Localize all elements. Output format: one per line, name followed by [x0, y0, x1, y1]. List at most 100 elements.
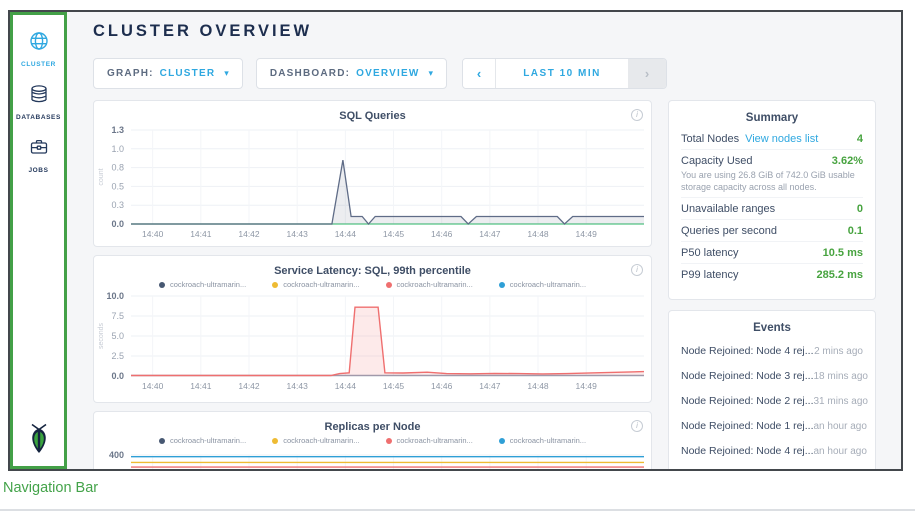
svg-text:seconds: seconds	[98, 322, 105, 349]
summary-label: P99 latency	[681, 269, 738, 281]
replicas-per-node-chart-card: Replicas per Node i cockroach-ultramarin…	[93, 411, 652, 471]
svg-text:14:49: 14:49	[576, 381, 598, 391]
summary-row: Total Nodes View nodes list 4	[681, 128, 863, 149]
dashboard-dropdown-value: OVERVIEW	[356, 68, 419, 79]
time-prev-button[interactable]: ‹	[463, 59, 496, 88]
legend-item[interactable]: cockroach-ultramarin...	[499, 280, 586, 289]
legend-dot-icon	[272, 282, 278, 288]
legend-dot-icon	[272, 438, 278, 444]
summary-value: 0	[857, 203, 863, 215]
legend-label: cockroach-ultramarin...	[170, 280, 246, 289]
info-icon[interactable]: i	[631, 264, 643, 276]
briefcase-icon	[28, 136, 50, 158]
events-title: Events	[669, 311, 875, 338]
legend-dot-icon	[159, 282, 165, 288]
summary-title: Summary	[669, 101, 875, 128]
summary-row: P99 latency 285.2 ms	[681, 263, 863, 285]
graph-dropdown[interactable]: GRAPH: CLUSTER ▾	[93, 58, 243, 89]
event-text: Node Rejoined: Node 2 rej...	[681, 395, 814, 407]
page-title: CLUSTER OVERVIEW	[93, 22, 312, 41]
event-text: Node Rejoined: Node 3 rej...	[681, 370, 814, 382]
time-next-button[interactable]: ›	[628, 59, 666, 88]
navigation-bar: CLUSTER DATABASES JOBS	[10, 12, 67, 469]
svg-text:14:45: 14:45	[383, 229, 405, 239]
summary-value: 285.2 ms	[817, 269, 863, 281]
legend-label: cockroach-ultramarin...	[510, 280, 586, 289]
app-window: CLUSTER DATABASES JOBS	[8, 10, 903, 471]
chevron-down-icon: ▾	[224, 68, 229, 79]
summary-rows: Total Nodes View nodes list 4 Capacity Used…	[669, 128, 875, 285]
chevron-down-icon: ▾	[428, 68, 433, 79]
event-row[interactable]: Node Rejoined: Node 1 rej...an hour ago	[681, 413, 863, 438]
summary-row: Queries per second0.1	[681, 219, 863, 241]
dashboard-dropdown[interactable]: DASHBOARD: OVERVIEW ▾	[256, 58, 447, 89]
event-time: an hour ago	[814, 446, 867, 457]
legend-item[interactable]: cockroach-ultramarin...	[159, 280, 246, 289]
globe-icon	[28, 30, 50, 52]
event-row[interactable]: Node Rejoined: Node 4 rej...2 mins ago	[681, 338, 863, 363]
time-range-label[interactable]: LAST 10 MIN	[496, 59, 628, 88]
sidebar-item-label: CLUSTER	[13, 61, 64, 68]
summary-label: Total Nodes	[681, 133, 739, 145]
legend-item[interactable]: cockroach-ultramarin...	[499, 436, 586, 445]
sidebar-item-jobs[interactable]: JOBS	[13, 136, 64, 174]
event-time: 2 mins ago	[814, 346, 863, 357]
svg-text:0.3: 0.3	[111, 200, 124, 210]
legend-dot-icon	[499, 282, 505, 288]
cockroachdb-logo-icon[interactable]	[25, 423, 53, 460]
svg-text:14:41: 14:41	[190, 229, 212, 239]
svg-text:14:47: 14:47	[479, 381, 501, 391]
service-latency-chart-card: Service Latency: SQL, 99th percentile i …	[93, 255, 652, 403]
summary-label: Capacity Used	[681, 155, 753, 167]
dashboard-dropdown-label: DASHBOARD:	[270, 68, 350, 79]
legend-item[interactable]: cockroach-ultramarin...	[386, 436, 473, 445]
svg-text:0.0: 0.0	[111, 371, 124, 381]
sql-queries-chart[interactable]: 0.00.30.50.81.01.314:4014:4114:4214:4314…	[94, 124, 651, 243]
time-range-selector: ‹ LAST 10 MIN ›	[462, 58, 667, 89]
event-time: 18 mins ago	[814, 371, 868, 382]
chart-title: Replicas per Node	[94, 412, 651, 433]
legend-label: cockroach-ultramarin...	[510, 436, 586, 445]
svg-text:14:44: 14:44	[335, 381, 357, 391]
event-time: 31 mins ago	[814, 396, 868, 407]
legend-label: cockroach-ultramarin...	[397, 280, 473, 289]
chart-legend: cockroach-ultramarin... cockroach-ultrama…	[94, 280, 651, 289]
sidebar-item-cluster[interactable]: CLUSTER	[13, 30, 64, 68]
chart-title: Service Latency: SQL, 99th percentile	[94, 256, 651, 277]
svg-text:14:47: 14:47	[479, 229, 501, 239]
svg-text:14:49: 14:49	[576, 229, 598, 239]
event-row[interactable]: Node Rejoined: Node 4 rej...an hour ago	[681, 438, 863, 463]
graph-dropdown-value: CLUSTER	[160, 68, 216, 79]
legend-item[interactable]: cockroach-ultramarin...	[386, 280, 473, 289]
event-row[interactable]: Node Rejoined: Node 3 rej...18 mins ago	[681, 363, 863, 388]
legend-dot-icon	[386, 282, 392, 288]
service-latency-chart[interactable]: 0.02.55.07.510.014:4014:4114:4214:4314:4…	[94, 291, 651, 395]
svg-text:2.5: 2.5	[111, 351, 124, 361]
legend-item[interactable]: cockroach-ultramarin...	[159, 436, 246, 445]
summary-label: P50 latency	[681, 247, 738, 259]
sidebar-item-databases[interactable]: DATABASES	[13, 83, 64, 121]
legend-label: cockroach-ultramarin...	[170, 436, 246, 445]
svg-text:14:46: 14:46	[431, 381, 453, 391]
svg-text:count: count	[98, 168, 105, 185]
svg-text:400: 400	[109, 450, 124, 460]
view-nodes-list-link[interactable]: View nodes list	[745, 133, 818, 145]
controls-row: GRAPH: CLUSTER ▾ DASHBOARD: OVERVIEW ▾ ‹…	[93, 58, 667, 89]
events-panel: Events Node Rejoined: Node 4 rej...2 min…	[668, 310, 876, 471]
svg-text:14:42: 14:42	[238, 229, 260, 239]
annotation-label: Navigation Bar	[3, 480, 98, 496]
info-icon[interactable]: i	[631, 420, 643, 432]
event-time: an hour ago	[814, 421, 867, 432]
replicas-per-node-chart[interactable]: 40014:4014:4114:4214:4314:4414:4514:4614…	[94, 447, 651, 471]
legend-item[interactable]: cockroach-ultramarin...	[272, 280, 359, 289]
legend-item[interactable]: cockroach-ultramarin...	[272, 436, 359, 445]
event-row[interactable]: Node Rejoined: Node 2 rej...31 mins ago	[681, 388, 863, 413]
main-content: CLUSTER OVERVIEW GRAPH: CLUSTER ▾ DASHBO…	[67, 12, 901, 469]
event-rows: Node Rejoined: Node 4 rej...2 mins agoNo…	[669, 338, 875, 463]
summary-value: 4	[857, 133, 863, 145]
info-icon[interactable]: i	[631, 109, 643, 121]
svg-text:14:40: 14:40	[142, 381, 164, 391]
svg-text:1.0: 1.0	[111, 144, 124, 154]
event-text: Node Rejoined: Node 4 rej...	[681, 445, 814, 457]
summary-subtext: You are using 26.8 GiB of 742.0 GiB usab…	[681, 169, 863, 193]
